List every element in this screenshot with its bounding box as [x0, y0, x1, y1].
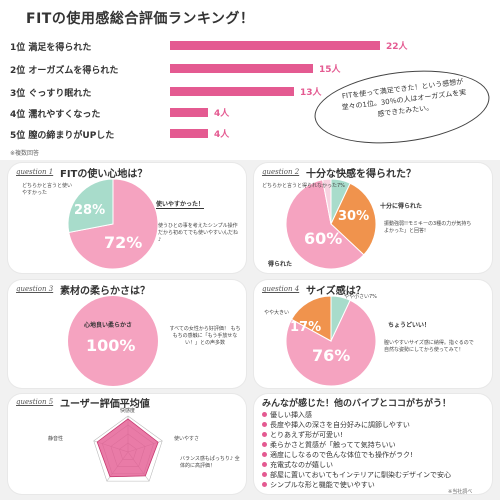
bullet-icon — [262, 462, 267, 467]
question-2-panel: question 2 十分な快感を得られた？ どちらかと言うと得られなかった7%… — [254, 163, 492, 273]
rank-label: 2位 オーガズムを得られた — [10, 66, 119, 76]
radar-axis-label: 快感度 — [120, 408, 136, 414]
comment-text: 膣いやすいサイズ感に納得。指ぐるので自然な姿勢にしてから使ってみて！ — [384, 340, 474, 353]
rank-value: 4人 — [214, 130, 230, 140]
list-item: 適度にしなるので色んな体位でも操作がラク! — [262, 450, 488, 460]
pie-slice-label: どちらかと言うと得られなかった7% — [262, 183, 345, 189]
pie-percent-label: 76% — [312, 346, 351, 365]
list-item: 柔らかさと質感が「触ってて気持ちいい — [262, 440, 488, 450]
rank-bar — [170, 129, 208, 138]
rank-value: 15人 — [319, 65, 341, 75]
pie-slice-label: ちょうどいい！ — [388, 322, 431, 329]
list-item: 長度や挿入の深さを自分好みに調節しやすい — [262, 420, 488, 430]
rank-bar — [170, 108, 208, 117]
voices-list: 優しい挿入感 長度や挿入の深さを自分好みに調節しやすい とりあえず形が可愛い! … — [262, 410, 488, 490]
bullet-icon — [262, 452, 267, 457]
pie-percent-label: 100% — [86, 336, 136, 355]
pie-slice-label: どちらかと言うと使いやすかった — [22, 183, 73, 196]
pie-slice-label: 使いやすかった！ — [156, 201, 205, 209]
question-4-panel: question 4 サイズ感は？ やや小さい7% やや大きい ちょうどいい！ … — [254, 280, 492, 388]
question-tag: question 5 — [16, 398, 54, 406]
pie-slice-label: やや小さい7% — [344, 294, 377, 300]
panel-title: ユーザー評価平均値 — [60, 399, 150, 410]
rank-bar — [170, 87, 294, 96]
list-item: 充電式なのが嬉しい — [262, 460, 488, 470]
q4-pie — [285, 295, 377, 387]
rank-value: 13人 — [300, 88, 322, 98]
panel-title: サイズ感は？ — [306, 286, 366, 297]
radar-axis-label: 使いやすさ — [174, 436, 200, 442]
question-3-panel: question 3 素材の柔らかさは？ 心地良い柔らかさ 100% すべての女… — [8, 280, 246, 388]
rank-label: 3位 ぐっすり眠れた — [10, 89, 92, 99]
q3-pie — [68, 296, 158, 386]
rank-value: 22人 — [386, 42, 408, 52]
voices-title: みんなが感じた！他のバイブとココがちがう！ — [262, 399, 452, 409]
pie-slice — [67, 178, 114, 234]
question-tag: question 4 — [262, 285, 300, 293]
pie-slice — [330, 182, 377, 256]
radar-chart — [93, 415, 163, 482]
ranking-note: ※複数回答 — [10, 150, 40, 157]
q1-pie — [67, 178, 159, 270]
list-item: 優しい挿入感 — [262, 410, 488, 420]
radar-grid — [93, 415, 163, 482]
bullet-icon — [262, 472, 267, 477]
pie-percent-label: 28% — [74, 203, 106, 218]
question-tag: question 3 — [16, 285, 54, 293]
pie-percent-label: 30% — [338, 209, 370, 224]
pie-percent-label: 72% — [104, 233, 143, 252]
comment-text: バランス感もぱっちり♪ 全体的に高評価！ — [180, 456, 240, 469]
panel-title: 素材の柔らかさは？ — [60, 286, 150, 297]
pie-slice — [285, 299, 377, 387]
pie-slice-label: 十分に得られた — [380, 203, 423, 210]
pie-slice-label: やや大きい — [264, 310, 290, 316]
rank-label: 5位 膣の締まりがUPした — [10, 131, 115, 141]
list-item: シンプルな形と機能で使いやすい — [262, 480, 488, 490]
pie-slice-label: 得られた — [268, 261, 293, 268]
comment-text: 使うひとの事を考えたシンプル操作だから初めてでも使いやすいんだね♪ — [158, 223, 239, 243]
bullet-icon — [262, 482, 267, 487]
page-title: FITの使用感総合評価ランキング！ — [26, 11, 255, 27]
pie-percent-label: 17% — [290, 320, 322, 335]
pie-slice-label: 心地良い柔らかさ — [84, 322, 133, 329]
voices-panel: みんなが感じた！他のバイブとココがちがう！ 優しい挿入感 長度や挿入の深さを自分… — [254, 394, 492, 494]
comment-text: すべての女性から好評価！ もちもちの感触に「もう手放せない！」との声多数 — [169, 326, 241, 346]
pie-slice — [285, 179, 365, 270]
question-tag: question 1 — [16, 168, 54, 176]
list-item: 部屋に置いておいてもインテリアに馴染むデザインで安心 — [262, 470, 488, 480]
list-item: とりあえず形が可愛い! — [262, 430, 488, 440]
source-note: ※当社調べ — [448, 489, 473, 495]
rank-label: 1位 満足を得られた — [10, 43, 92, 53]
rank-bar — [170, 64, 313, 73]
question-tag: question 2 — [262, 168, 300, 176]
pie-slice — [290, 295, 332, 342]
question-5-panel: question 5 ユーザー評価平均値 快感度 使いやすさ 静音性 バランス感… — [8, 394, 246, 494]
bullet-icon — [262, 432, 267, 437]
bullet-icon — [262, 442, 267, 447]
comment-text: 振動強弱!!モミキーの3種の力が気持ちよかった」と回答! — [384, 221, 472, 234]
rank-value: 4人 — [214, 109, 230, 119]
panel-title: FITの使い心地は？ — [60, 169, 148, 180]
rank-label: 4位 濡れやすくなった — [10, 110, 101, 120]
question-1-panel: question 1 FITの使い心地は？ どちらかと言うと使いやすかった 使い… — [8, 163, 246, 273]
pie-slice — [321, 178, 332, 225]
bullet-icon — [262, 412, 267, 417]
pie-slice — [68, 296, 158, 386]
radar-area — [96, 418, 159, 478]
pie-percent-label: 60% — [304, 229, 343, 248]
q2-pie — [285, 178, 377, 270]
bullet-icon — [262, 422, 267, 427]
panel-title: 十分な快感を得られた？ — [306, 169, 416, 180]
rank-bar — [170, 41, 380, 50]
radar-axis-label: 静音性 — [48, 436, 64, 442]
